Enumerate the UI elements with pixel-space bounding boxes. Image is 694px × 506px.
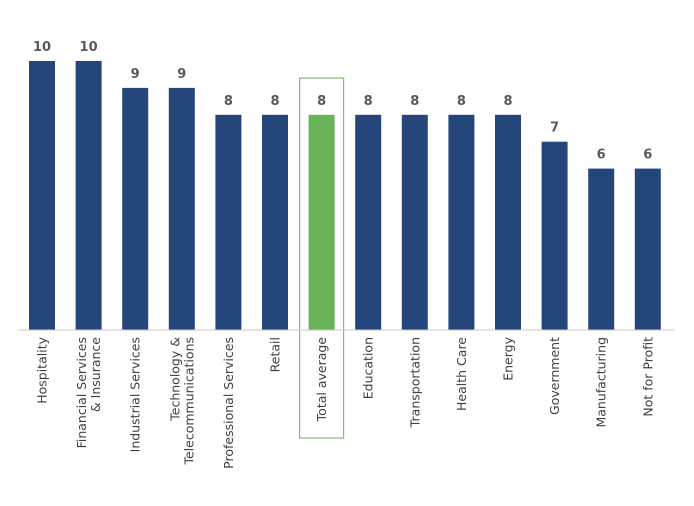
category-label-line: Professional Services <box>221 337 236 469</box>
category-label-line: Education <box>361 337 376 399</box>
bar-9 <box>448 114 475 330</box>
value-label-6: 8 <box>317 94 326 109</box>
category-label-line: Health Care <box>454 337 469 411</box>
value-label-0: 10 <box>33 40 51 55</box>
bar-2 <box>122 87 149 331</box>
category-label-line: Transportation <box>407 337 422 428</box>
value-label-12: 6 <box>597 148 606 163</box>
category-label-6: Total average <box>314 337 329 423</box>
bar-7 <box>355 114 382 330</box>
bar-0 <box>29 61 55 330</box>
value-label-8: 8 <box>410 94 419 109</box>
value-label-5: 8 <box>270 94 279 109</box>
value-label-2: 9 <box>131 67 140 82</box>
category-label-line: Hospitality <box>35 336 50 403</box>
category-label-line: Telecommunications <box>181 337 196 466</box>
category-label-1: Financial Services & Insurance <box>74 337 103 449</box>
highlight-box <box>299 77 345 439</box>
value-label-7: 8 <box>364 94 373 109</box>
category-label-0: Hospitality <box>35 336 50 403</box>
category-label-7: Education <box>361 337 376 399</box>
value-label-13: 6 <box>643 148 652 163</box>
bar-12 <box>588 168 615 330</box>
bar-1 <box>75 61 102 330</box>
bar-8 <box>401 114 428 330</box>
category-label-4: Professional Services <box>221 337 236 469</box>
category-label-line: Total average <box>314 337 329 423</box>
category-label-line: & Insurance <box>88 337 103 412</box>
value-labels-layer: 10 10 9 9 8 8 8 8 8 8 8 7 6 6 <box>33 40 652 163</box>
category-label-line: Retail <box>268 337 283 372</box>
bar-4 <box>215 114 242 330</box>
category-label-3: Technology & Telecommunications <box>167 337 196 466</box>
value-label-11: 7 <box>550 121 559 136</box>
category-label-10: Energy <box>501 336 516 380</box>
category-label-line: Manufacturing <box>594 337 609 428</box>
bar-5 <box>262 114 288 330</box>
bar-13 <box>634 168 661 330</box>
category-label-8: Transportation <box>407 337 422 428</box>
category-label-line: Industrial Services <box>128 337 143 452</box>
category-label-line: Energy <box>501 336 516 380</box>
category-label-line: Technology & <box>167 337 182 422</box>
bar-11 <box>541 141 568 330</box>
bar-10 <box>495 114 521 330</box>
bar-6 <box>308 114 335 330</box>
highlight-layer <box>299 77 345 439</box>
value-label-4: 8 <box>224 94 233 109</box>
value-label-10: 8 <box>503 94 512 109</box>
bar-3 <box>168 87 195 331</box>
category-label-9: Health Care <box>454 337 469 411</box>
value-label-9: 8 <box>457 94 466 109</box>
value-label-3: 9 <box>177 67 186 82</box>
value-label-1: 10 <box>80 40 98 55</box>
category-labels-layer: Hospitality Financial Services & Insurance… <box>35 336 656 468</box>
category-label-line: Not for Profit <box>640 337 655 417</box>
category-label-5: Retail <box>268 337 283 372</box>
category-label-12: Manufacturing <box>594 337 609 428</box>
category-label-11: Government <box>547 337 562 415</box>
category-label-2: Industrial Services <box>128 337 143 452</box>
category-label-line: Government <box>547 337 562 415</box>
bars-layer <box>29 61 661 331</box>
category-label-line: Financial Services <box>74 337 89 448</box>
category-label-13: Not for Profit <box>640 337 655 417</box>
